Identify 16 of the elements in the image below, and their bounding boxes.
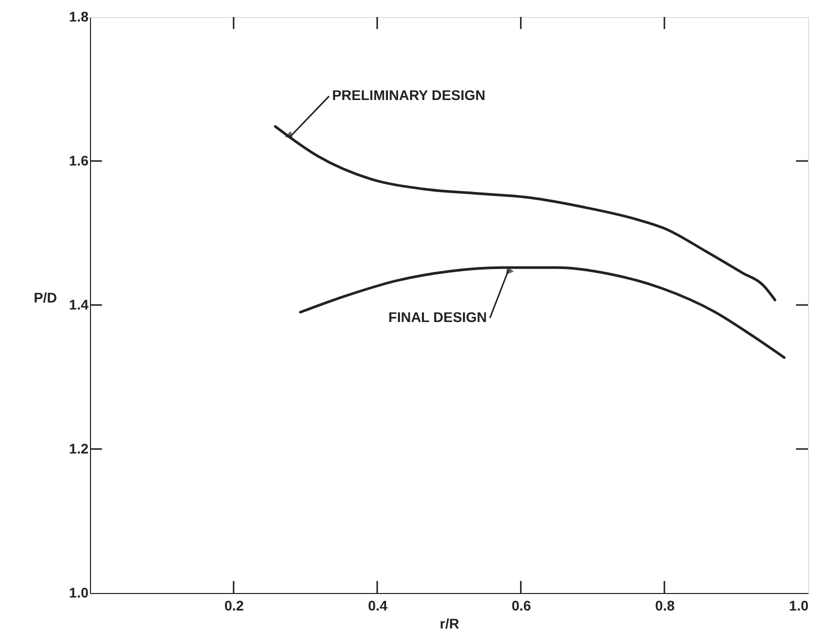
line-series xyxy=(299,266,786,359)
x-tick-label: 0.2 xyxy=(224,598,244,614)
y-tick-label: 1.0 xyxy=(69,584,89,600)
y-axis-title: P/D xyxy=(34,290,58,306)
line-series xyxy=(274,125,776,302)
x-tick-label: 1.0 xyxy=(789,598,809,614)
y-tick-label: 1.6 xyxy=(69,152,89,168)
x-tick-label: 0.4 xyxy=(368,598,388,614)
annotation: PRELIMINARY DESIGN xyxy=(332,87,486,104)
y-tick-label: 1.2 xyxy=(69,440,89,456)
x-tick-label: 0.8 xyxy=(655,598,675,614)
y-tick-label: 1.8 xyxy=(69,8,89,24)
annotation: FINAL DESIGN xyxy=(388,308,487,325)
x-tick-label: 0.6 xyxy=(512,598,532,614)
y-tick-label: 1.4 xyxy=(69,296,89,312)
x-axis-title: r/R xyxy=(440,616,460,632)
